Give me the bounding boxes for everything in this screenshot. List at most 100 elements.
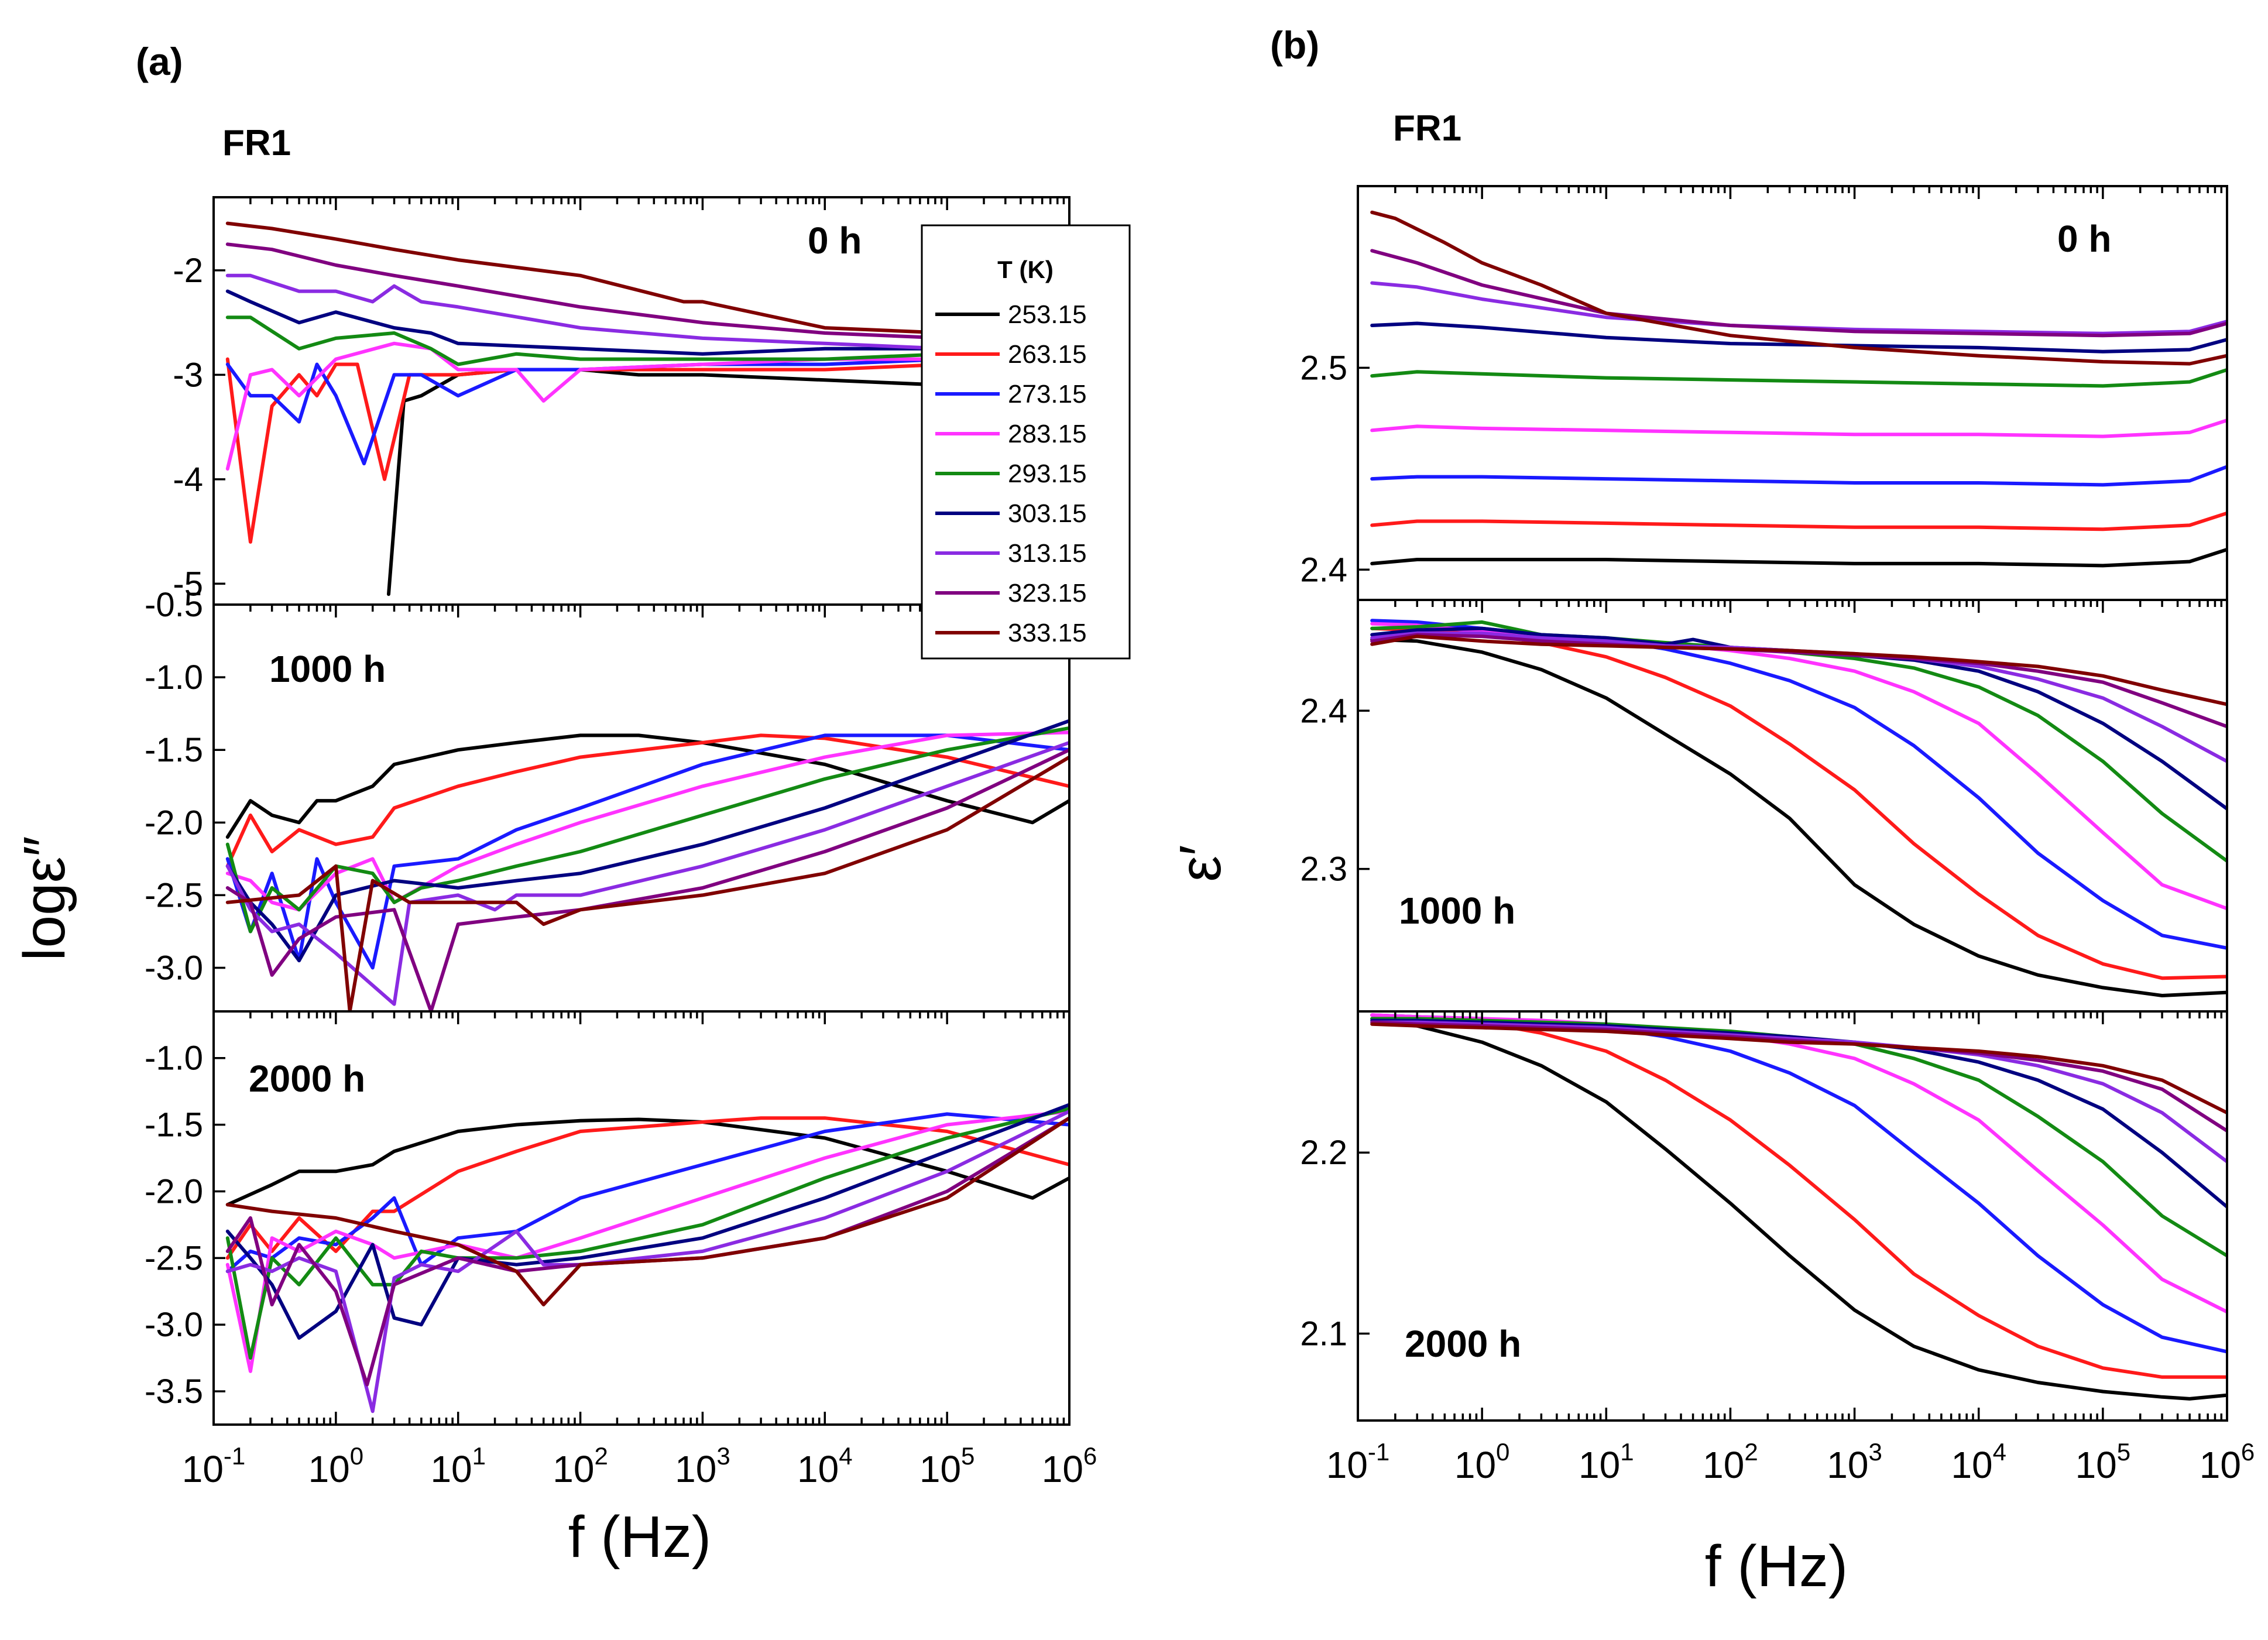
chart-a-ytick-label: -2.0 [145, 804, 203, 842]
chart-b-ytick-label: 2.1 [1300, 1315, 1347, 1353]
chart-a-xtick-label: 103 [675, 1442, 730, 1490]
series-b-1-303.15 [1370, 626, 2227, 811]
chart-a-ytick-label: -4 [173, 461, 203, 499]
chart-a-ytick-label: -3.0 [145, 1306, 203, 1344]
chart-b-subplot-2-curves [1370, 1013, 2227, 1401]
legend: T (K) 253.15 263.15 273.15 283.15 293.15 303.… [921, 224, 1131, 660]
chart-a-ytick-label: -2 [173, 252, 203, 290]
series-b-0-253.15 [1370, 547, 2227, 568]
chart-b-subplot-1-curves [1370, 619, 2227, 997]
legend-entry-label: 283.15 [1008, 420, 1087, 448]
series-a-0-293.15 [225, 315, 1069, 366]
chart-a-ytick-label: -2.5 [145, 1239, 203, 1277]
chart-b-xtick-label: 10-1 [1326, 1438, 1390, 1486]
series-a-2-323.15 [225, 1116, 1069, 1387]
chart-b-xtick-label: 105 [2075, 1438, 2131, 1486]
chart-a-subplot-2-curves [225, 1103, 1069, 1413]
chart-b-subplot-1-frame [1357, 599, 2228, 1013]
chart-a-xtick-label: 102 [553, 1442, 608, 1490]
chart-b-ytick-label: 2.2 [1300, 1134, 1347, 1172]
series-a-0-303.15 [225, 289, 1069, 356]
series-a-2-283.15 [225, 1109, 1069, 1373]
series-b-0-303.15 [1370, 321, 2227, 354]
series-a-1-333.15 [225, 755, 1069, 1011]
chart-a-xtick-label: 104 [797, 1442, 853, 1490]
chart-b-xtick-label: 100 [1454, 1438, 1510, 1486]
chart-a-ytick-label: -3.0 [145, 949, 203, 987]
chart-b-ytick-label: 2.5 [1300, 349, 1347, 387]
sample-label-b: FR1 [1393, 108, 1461, 149]
chart-a-xtick-label: 100 [308, 1442, 364, 1490]
series-b-1-283.15 [1370, 622, 2227, 911]
series-a-1-323.15 [225, 748, 1069, 1011]
chart-b-xtick-label: 101 [1579, 1438, 1634, 1486]
series-a-0-263.15 [225, 357, 1069, 544]
series-b-0-263.15 [1370, 511, 2227, 531]
chart-b-xtick-label: 102 [1703, 1438, 1758, 1486]
chart-b-xtick-label: 106 [2200, 1438, 2255, 1486]
legend-items: 253.15 263.15 273.15 283.15 293.15 303.15 313.… [935, 300, 1087, 647]
series-a-0-333.15 [225, 221, 1069, 340]
chart-a-xtick-label: 101 [430, 1442, 486, 1490]
panel-b-label: (b) [1270, 23, 1319, 67]
y-axis-title-b: ε′ [1168, 845, 1233, 881]
chart-a-subplot-0-curves [225, 221, 1069, 596]
chart-a-ytick-label: -3 [173, 356, 203, 394]
chart-b-subplot-2-frame [1357, 1010, 2228, 1422]
chart-a-ytick-label: -1.0 [145, 1039, 203, 1078]
series-b-0-273.15 [1370, 465, 2227, 487]
chart-b-ytick-label: 2.4 [1300, 551, 1347, 589]
series-b-0-333.15 [1370, 210, 2227, 366]
legend-entry-label: 253.15 [1008, 300, 1087, 329]
series-b-1-323.15 [1370, 633, 2227, 729]
chart-b-xtick-label: 103 [1827, 1438, 1882, 1486]
legend-entry-label: 313.15 [1008, 539, 1087, 568]
series-a-1-283.15 [225, 730, 1069, 912]
chart-a-xtick-label: 105 [919, 1442, 975, 1490]
panel-a-label: (a) [136, 40, 183, 83]
chart-a-ytick-label: -5 [173, 565, 203, 603]
x-axis-title-b: f (Hz) [1705, 1533, 1848, 1599]
legend-entry-label: 263.15 [1008, 340, 1087, 369]
chart-a-xtick-label: 10-1 [182, 1442, 246, 1490]
chart-a-subplot-label: 1000 h [269, 648, 386, 690]
legend-title: T (K) [997, 256, 1054, 283]
y-axis-title-a: logε″ [12, 836, 77, 960]
chart-a-ytick-label: -2.0 [145, 1172, 203, 1210]
series-a-1-263.15 [225, 733, 1069, 868]
chart-a-ytick-label: -0.5 [145, 586, 203, 624]
chart-a-ytick-label: -1.5 [145, 731, 203, 769]
series-a-1-253.15 [225, 733, 1069, 839]
chart-a-ytick-label: -1.5 [145, 1106, 203, 1144]
sample-label-a: FR1 [222, 123, 291, 163]
series-a-2-333.15 [225, 1116, 1069, 1306]
chart-a-ytick-label: -1.0 [145, 658, 203, 697]
series-a-0-323.15 [225, 242, 1069, 345]
legend-entry-label: 303.15 [1008, 499, 1087, 528]
series-a-2-303.15 [225, 1103, 1069, 1340]
series-a-1-313.15 [225, 740, 1069, 1006]
chart-b-xtick-label: 104 [1951, 1438, 2006, 1486]
chart-b-plot: 2.5 2.4 0 h 2.4 2.3 1000 h 2.2 2.1 2000 h 10-1 100… [1300, 185, 2255, 1486]
series-b-2-323.15 [1370, 1020, 2227, 1133]
legend-entry-label: 273.15 [1008, 380, 1087, 409]
series-b-1-333.15 [1370, 634, 2227, 706]
chart-b-subplot-label: 0 h [2057, 218, 2111, 260]
series-b-2-283.15 [1370, 1013, 2227, 1314]
series-b-1-253.15 [1370, 637, 2227, 997]
series-b-2-333.15 [1370, 1022, 2227, 1115]
chart-b-ytick-label: 2.4 [1300, 692, 1347, 730]
legend-box [921, 224, 1131, 660]
series-a-0-313.15 [225, 273, 1069, 351]
series-a-2-313.15 [225, 1109, 1069, 1413]
series-a-1-303.15 [225, 719, 1069, 963]
series-a-1-293.15 [225, 726, 1069, 934]
chart-b-subplot-label: 2000 h [1405, 1323, 1521, 1365]
chart-a-ytick-label: -2.5 [145, 876, 203, 914]
series-b-0-283.15 [1370, 418, 2227, 438]
chart-b-subplot-0-curves [1370, 210, 2227, 568]
chart-a-subplot-label: 0 h [808, 219, 862, 262]
x-axis-title-a: f (Hz) [568, 1504, 711, 1570]
chart-a-xtick-label: 106 [1042, 1442, 1097, 1490]
